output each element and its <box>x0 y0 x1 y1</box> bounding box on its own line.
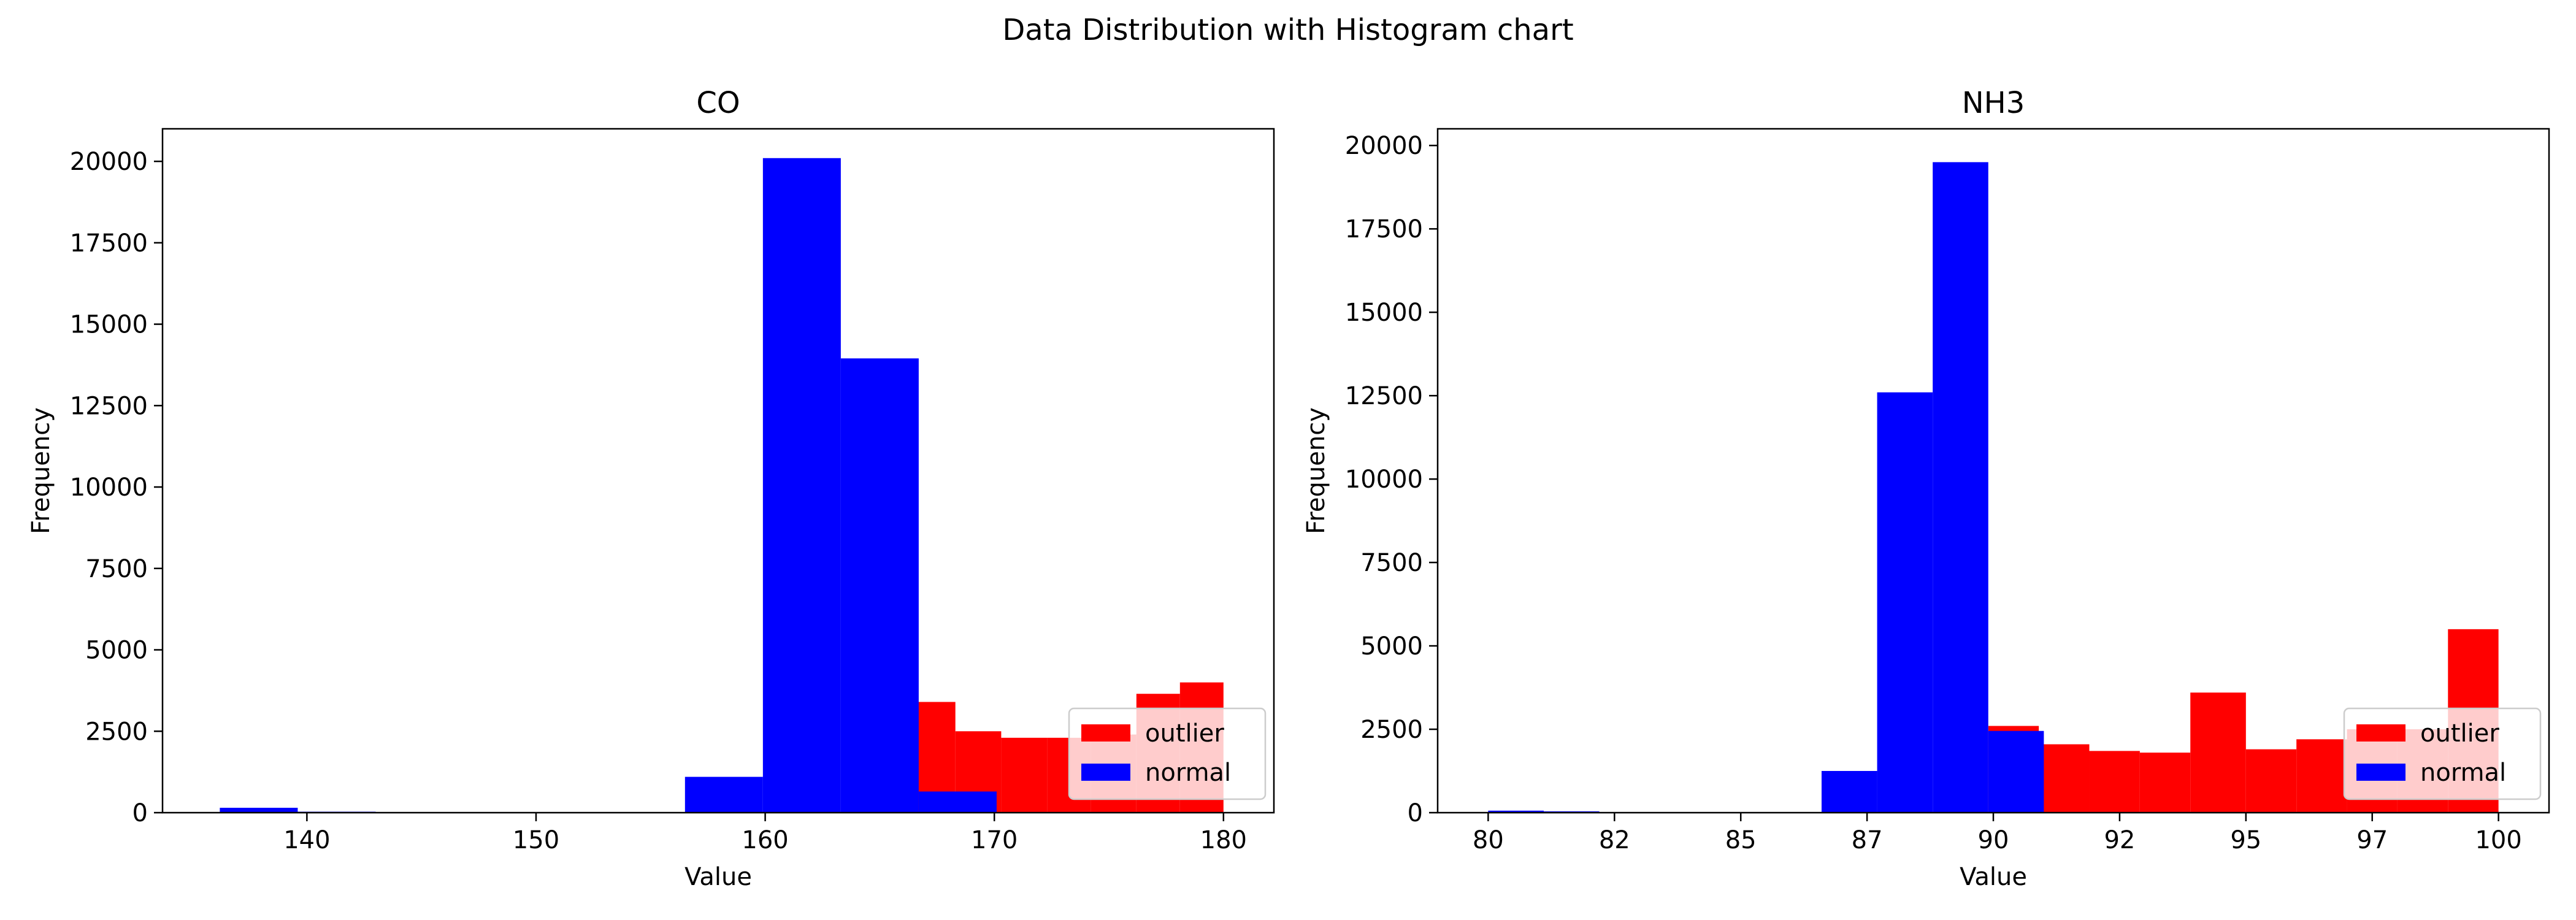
x-tick-label: 100 <box>2475 826 2521 854</box>
x-tick-label: 97 <box>2356 826 2388 854</box>
y-tick-label: 15000 <box>1345 299 1423 327</box>
x-tick-label: 170 <box>971 826 1018 854</box>
bar-normal <box>1988 730 2044 813</box>
bar-normal <box>762 158 841 813</box>
bar-outlier <box>1001 737 1048 813</box>
x-tick-label: 87 <box>1852 826 1883 854</box>
subplot-nh3: 80 82 85 87 90 92 95 97 100 0 2500 5000 7500 10000 125… <box>1302 86 2550 891</box>
figure-title: Data Distribution with Histogram chart <box>1002 13 1573 47</box>
y-tick-label: 10000 <box>1345 466 1423 494</box>
bar-normal <box>918 791 997 813</box>
bar-outlier <box>2296 739 2347 813</box>
legend-swatch-normal <box>2356 764 2405 781</box>
y-tick-label: 0 <box>1408 799 1423 827</box>
y-tick-label: 17500 <box>70 229 148 258</box>
y-tick-label: 5000 <box>85 637 148 665</box>
subplot-title: CO <box>696 86 740 120</box>
subplots: 140 150 160 170 180 0 2500 5000 7500 10000 12500 15… <box>27 86 2550 891</box>
bar-normal <box>1821 771 1877 813</box>
subplot-title: NH3 <box>1962 86 2025 120</box>
y-tick-label: 7500 <box>85 555 148 583</box>
y-tick-label: 15000 <box>70 311 148 339</box>
y-tick-label: 5000 <box>1360 632 1423 661</box>
bar-normal <box>1877 392 1933 813</box>
legend: outlier normal <box>1068 707 1267 800</box>
bar-normal <box>684 776 763 813</box>
x-axis-label: Value <box>1960 863 2027 891</box>
bar-outlier <box>2039 744 2090 813</box>
y-tick-label: 2500 <box>1360 716 1423 744</box>
x-tick-label: 82 <box>1599 826 1630 854</box>
legend-label-outlier: outlier <box>1145 719 1224 748</box>
y-tick-label: 12500 <box>70 392 148 420</box>
bar-outlier <box>2190 692 2246 813</box>
y-tick-label: 17500 <box>1345 215 1423 243</box>
legend-label-normal: normal <box>2420 759 2506 787</box>
legend-swatch-outlier <box>2356 724 2405 742</box>
y-tick-label: 20000 <box>70 148 148 176</box>
legend-swatch-outlier <box>1081 724 1130 742</box>
x-tick-label: 180 <box>1200 826 1247 854</box>
bar-outlier <box>2089 751 2140 813</box>
x-tick-label: 85 <box>1725 826 1757 854</box>
bar-normal <box>1933 162 1988 813</box>
series-normal <box>220 158 997 813</box>
bar-outlier <box>2139 753 2191 813</box>
legend: outlier normal <box>2343 707 2542 800</box>
x-tick-label: 90 <box>1978 826 2009 854</box>
y-axis-label: Frequency <box>27 407 55 534</box>
x-tick-label: 140 <box>283 826 330 854</box>
x-tick-label: 80 <box>1473 826 1504 854</box>
x-tick-label: 160 <box>742 826 788 854</box>
y-tick-label: 2500 <box>85 718 148 746</box>
bar-normal <box>840 358 919 813</box>
x-tick-label: 95 <box>2230 826 2261 854</box>
subplot-co: 140 150 160 170 180 0 2500 5000 7500 10000 12500 15… <box>27 86 1275 891</box>
bar-normal <box>1488 810 1544 813</box>
y-tick-label: 20000 <box>1345 132 1423 160</box>
x-tick-label: 92 <box>2104 826 2135 854</box>
bar-outlier <box>2245 749 2297 813</box>
y-tick-label: 7500 <box>1360 549 1423 577</box>
legend-label-outlier: outlier <box>2420 719 2499 748</box>
x-axis-label: Value <box>684 863 752 891</box>
y-axis-label: Frequency <box>1302 407 1330 534</box>
y-tick-label: 10000 <box>70 473 148 502</box>
legend-label-normal: normal <box>1145 759 1231 787</box>
x-tick-label: 150 <box>513 826 559 854</box>
axes-frame <box>161 128 1275 814</box>
y-tick-label: 0 <box>132 799 148 827</box>
y-tick-label: 12500 <box>1345 382 1423 410</box>
legend-swatch-normal <box>1081 764 1130 781</box>
bar-normal <box>220 808 298 813</box>
